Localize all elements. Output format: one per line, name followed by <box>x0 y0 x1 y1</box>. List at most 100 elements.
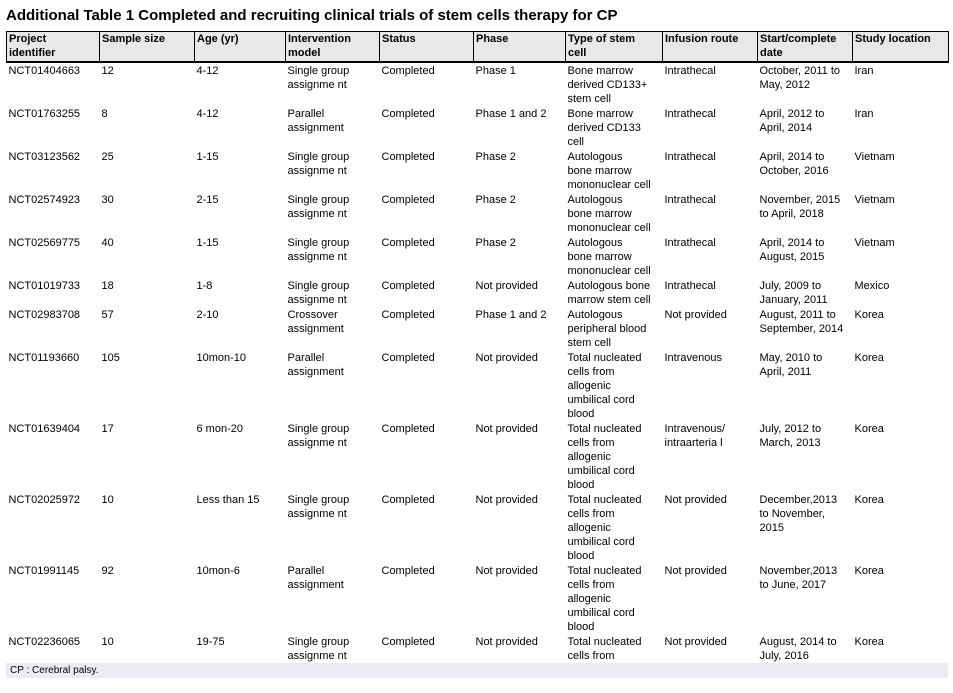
table-cell: Autologous peripheral blood stem cell <box>567 309 647 349</box>
table-cell: Intrathecal <box>664 237 716 249</box>
table-cell: Completed <box>381 352 435 364</box>
table-cell: 92 <box>101 565 114 577</box>
table-cell: NCT02025972 <box>8 494 81 506</box>
table-cell: 30 <box>101 194 114 206</box>
table-row: NCT01019733 18 1-8 Single group assignme nt… <box>7 278 949 307</box>
table-cell: Bone marrow derived CD133 cell <box>567 108 641 148</box>
table-row: NCT03123562 25 1-15 Single group assignme n… <box>7 149 949 192</box>
table-cell: Single group assignme nt <box>287 494 350 520</box>
table-row: NCT02236065 10 19-75 Single group assignme … <box>7 634 949 663</box>
table-cell: Completed <box>381 423 435 435</box>
column-header-10: Study location <box>852 31 949 63</box>
table-cell: NCT01991145 <box>8 565 80 577</box>
table-cell: 40 <box>101 237 114 249</box>
table-cell: July, 2009 to January, 2011 <box>759 280 828 306</box>
table-cell: Vietnam <box>854 194 895 206</box>
table-cell: October, 2011 to May, 2012 <box>759 65 841 91</box>
table-cell: Phase 1 and 2 <box>475 108 547 120</box>
column-header-1: Project identifier <box>6 31 100 63</box>
table-cell: Iran <box>854 65 874 77</box>
table-cell: Intrathecal <box>664 108 716 120</box>
table-cell: Not provided <box>475 423 538 435</box>
table-cell: Phase 1 and 2 <box>475 309 547 321</box>
table-cell: 1-8 <box>196 280 213 292</box>
table-cell: Completed <box>381 237 435 249</box>
table-cell: Total nucleated cells from allogenic umb… <box>567 565 642 633</box>
table-cell: Korea <box>854 309 884 321</box>
table-cell: July, 2012 to March, 2013 <box>759 423 822 449</box>
table-cell: 12 <box>101 65 114 77</box>
table-cell: Single group assignme nt <box>287 194 350 220</box>
table-cell: Total nucleated cells from allogenic umb… <box>567 423 642 491</box>
table-cell: 18 <box>101 280 114 292</box>
table-cell: August, 2011 to September, 2014 <box>759 309 844 335</box>
table-cell: Parallel assignment <box>287 352 344 378</box>
table-cell: December,2013 to November, 2015 <box>759 494 838 534</box>
table-cell: Single group assignme nt <box>287 280 350 306</box>
table-cell: Intrathecal <box>664 280 716 292</box>
table-cell: Completed <box>381 309 435 321</box>
column-header-7: Type of stem cell <box>565 31 663 63</box>
table-cell: NCT02983708 <box>8 309 81 321</box>
table-row: NCT02983708 57 2-10 Crossover assignment Com… <box>7 307 949 350</box>
document-page: Additional Table 1 Completed and recruit… <box>6 7 949 678</box>
table-cell: Completed <box>381 565 435 577</box>
table-cell: Completed <box>381 494 435 506</box>
column-header-6: Phase <box>473 31 566 63</box>
table-cell: 6 mon-20 <box>196 423 243 435</box>
table-cell: Phase 2 <box>475 194 516 206</box>
table-cell: Completed <box>381 65 435 77</box>
table-header: Project identifier Sample size Age (yr) Int… <box>6 31 949 63</box>
table-cell: November, 2015 to April, 2018 <box>759 194 841 220</box>
table-cell: Iran <box>854 108 874 120</box>
table-cell: Intrathecal <box>664 151 716 163</box>
table-cell: Autologous bone marrow mononuclear cell <box>567 237 651 277</box>
table-cell: NCT03123562 <box>8 151 81 163</box>
table-cell: Autologous bone marrow mononuclear cell <box>567 151 651 191</box>
table-cell: 4-12 <box>196 108 219 120</box>
table-row: NCT01404663 12 4-12 Single group assignme n… <box>7 62 949 106</box>
table-cell: Phase 1 <box>475 65 516 77</box>
table-cell: Mexico <box>854 280 890 292</box>
table-row: NCT01763255 8 4-12 Parallel assignment Compl… <box>7 106 949 149</box>
table-cell: NCT02569775 <box>8 237 81 249</box>
table-cell: 1-15 <box>196 237 219 249</box>
table-cell: Not provided <box>664 636 727 648</box>
table-cell: Phase 2 <box>475 237 516 249</box>
table-cell: Korea <box>854 423 884 435</box>
table-cell: 105 <box>101 352 120 364</box>
table-row: NCT01193660 105 10mon-10 Parallel assignmen… <box>7 350 949 421</box>
table-cell: Not provided <box>664 309 727 321</box>
table-cell: Parallel assignment <box>287 108 344 134</box>
column-header-5: Status <box>379 31 474 63</box>
table-cell: November,2013 to June, 2017 <box>759 565 838 591</box>
table-cell: Single group assignme nt <box>287 423 350 449</box>
table-row: NCT02025972 10 Less than 15 Single group as… <box>7 492 949 563</box>
table-cell: NCT01019733 <box>8 280 81 292</box>
table-cell: Not provided <box>475 565 538 577</box>
table-cell: Autologous bone marrow mononuclear cell <box>567 194 651 234</box>
table-cell: 10mon-6 <box>196 565 240 577</box>
table-cell: Not provided <box>475 352 538 364</box>
table-cell: NCT02574923 <box>8 194 81 206</box>
table-cell: 8 <box>101 108 108 120</box>
table-cell: NCT02236065 <box>8 636 81 648</box>
column-header-3: Age (yr) <box>194 31 286 63</box>
table-cell: Completed <box>381 194 435 206</box>
table-footnote: CP : Cerebral palsy. <box>6 663 948 678</box>
table-cell: Bone marrow derived CD133+ stem cell <box>567 65 648 105</box>
header-row: Project identifier Sample size Age (yr) Int… <box>6 31 949 63</box>
table-cell: Single group assignme nt <box>287 65 350 91</box>
table-cell: Intravenous/ intraarteria l <box>664 423 726 449</box>
table-cell: 4-12 <box>196 65 219 77</box>
table-cell: Not provided <box>475 280 538 292</box>
table-cell: Completed <box>381 151 435 163</box>
column-header-2: Sample size <box>99 31 195 63</box>
table-cell: Not provided <box>664 565 727 577</box>
column-header-4: Intervention model <box>285 31 380 63</box>
table-cell: April, 2012 to April, 2014 <box>759 108 825 134</box>
table-cell: Intrathecal <box>664 65 716 77</box>
table-body: NCT01404663 12 4-12 Single group assignme n… <box>7 62 949 663</box>
table-cell: 57 <box>101 309 114 321</box>
table-cell: Crossover assignment <box>287 309 344 335</box>
